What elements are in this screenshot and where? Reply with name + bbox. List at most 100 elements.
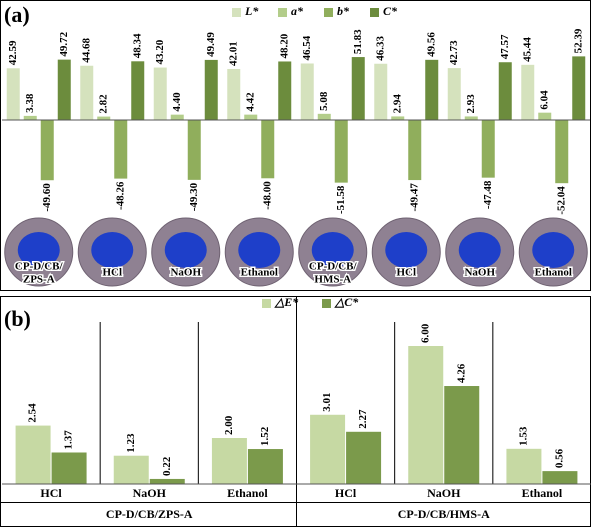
panel-label: (a) xyxy=(4,2,30,27)
category-label: NaOH xyxy=(170,267,201,279)
bar xyxy=(506,448,542,484)
bar xyxy=(444,386,480,484)
bar xyxy=(15,425,51,484)
panel-label: (b) xyxy=(4,306,31,331)
bar xyxy=(521,64,535,120)
bar xyxy=(464,116,478,120)
value-label: 4.42 xyxy=(244,92,256,112)
value-label: 42.01 xyxy=(227,41,239,66)
category-label: Ethanol xyxy=(522,486,563,500)
bar xyxy=(538,112,552,120)
bar xyxy=(149,478,185,484)
bar xyxy=(261,120,275,179)
value-label: 48.34 xyxy=(131,33,143,58)
group-label: CP-D/CB/HMS-A xyxy=(398,507,490,521)
bar xyxy=(51,452,87,484)
value-label: -48.26 xyxy=(114,181,126,210)
bar xyxy=(334,120,348,183)
bar xyxy=(498,62,512,120)
value-label: 49.56 xyxy=(425,32,437,57)
value-label: -49.47 xyxy=(408,183,420,212)
bar xyxy=(23,115,37,120)
sample-pigment xyxy=(385,232,428,268)
value-label: 44.68 xyxy=(80,37,92,62)
bar xyxy=(204,59,218,120)
value-label: -47.48 xyxy=(482,180,494,209)
value-label: 6.00 xyxy=(419,323,431,343)
bar xyxy=(542,471,578,484)
category-label: CP-D/CB/ZPS-A xyxy=(15,260,64,285)
category-label: NaOH xyxy=(427,486,461,500)
sample-pigment xyxy=(238,232,281,268)
legend-label: C* xyxy=(383,4,398,18)
panel-b-frame xyxy=(0,296,591,527)
value-label: 6.04 xyxy=(538,90,550,110)
category-label: HCl xyxy=(335,486,357,500)
category-label: Ethanol xyxy=(227,486,268,500)
group-label: CP-D/CB/ZPS-A xyxy=(106,507,193,521)
bar xyxy=(170,114,184,120)
value-label: 42.73 xyxy=(448,40,460,65)
value-label: 46.33 xyxy=(374,35,386,60)
sample-pigment xyxy=(458,232,501,268)
bar xyxy=(447,68,461,120)
bar xyxy=(131,61,145,120)
value-label: 5.08 xyxy=(318,91,330,111)
legend-label: a* xyxy=(291,4,304,18)
category-label: HCl xyxy=(102,267,122,279)
bar xyxy=(300,63,314,120)
bar xyxy=(481,120,495,178)
bar xyxy=(317,113,331,120)
legend-label: L* xyxy=(244,4,259,18)
bar xyxy=(6,68,20,120)
value-label: 2.54 xyxy=(27,403,39,423)
bar xyxy=(114,120,128,179)
legend-label: b* xyxy=(337,4,350,18)
category-label: HCl xyxy=(40,486,62,500)
bar xyxy=(278,61,292,120)
bar xyxy=(391,116,405,120)
value-label: 0.22 xyxy=(161,456,173,476)
value-label: 45.44 xyxy=(521,37,533,62)
value-label: 52.39 xyxy=(572,28,584,53)
value-label: 2.93 xyxy=(465,94,477,114)
value-label: 0.56 xyxy=(553,448,565,468)
value-label: 46.54 xyxy=(301,35,313,60)
bar xyxy=(247,449,283,484)
bar xyxy=(425,59,439,120)
value-label: 1.52 xyxy=(259,426,271,446)
sample-pigment xyxy=(532,232,575,268)
value-label: 2.94 xyxy=(391,94,403,114)
value-label: 2.00 xyxy=(223,415,235,435)
legend-swatch xyxy=(322,299,331,308)
category-label: NaOH xyxy=(464,267,495,279)
value-label: 49.72 xyxy=(58,31,70,56)
legend-swatch xyxy=(370,8,379,17)
value-label: 2.27 xyxy=(357,409,369,429)
legend-label: △C* xyxy=(334,295,359,309)
bar xyxy=(572,56,586,120)
category-label: CP-D/CB/HMS-A xyxy=(309,260,358,285)
category-label: Ethanol xyxy=(535,267,572,279)
legend-swatch xyxy=(262,299,271,308)
value-label: 1.37 xyxy=(63,430,75,450)
value-label: 1.23 xyxy=(125,433,137,453)
category-label: HCl xyxy=(396,267,416,279)
bar xyxy=(244,114,258,120)
bar xyxy=(374,63,388,120)
bar xyxy=(346,431,382,484)
legend-swatch xyxy=(324,8,333,17)
value-label: -49.60 xyxy=(41,183,53,212)
value-label: 49.49 xyxy=(205,32,217,57)
bar xyxy=(80,65,94,120)
bar xyxy=(310,414,346,484)
value-label: -49.30 xyxy=(188,182,200,211)
bar xyxy=(408,120,422,181)
value-label: 47.57 xyxy=(499,34,511,59)
bar xyxy=(40,120,54,181)
bar xyxy=(408,346,444,484)
value-label: 42.59 xyxy=(7,40,19,65)
value-label: 3.38 xyxy=(24,93,36,113)
value-label: 3.01 xyxy=(321,393,333,412)
